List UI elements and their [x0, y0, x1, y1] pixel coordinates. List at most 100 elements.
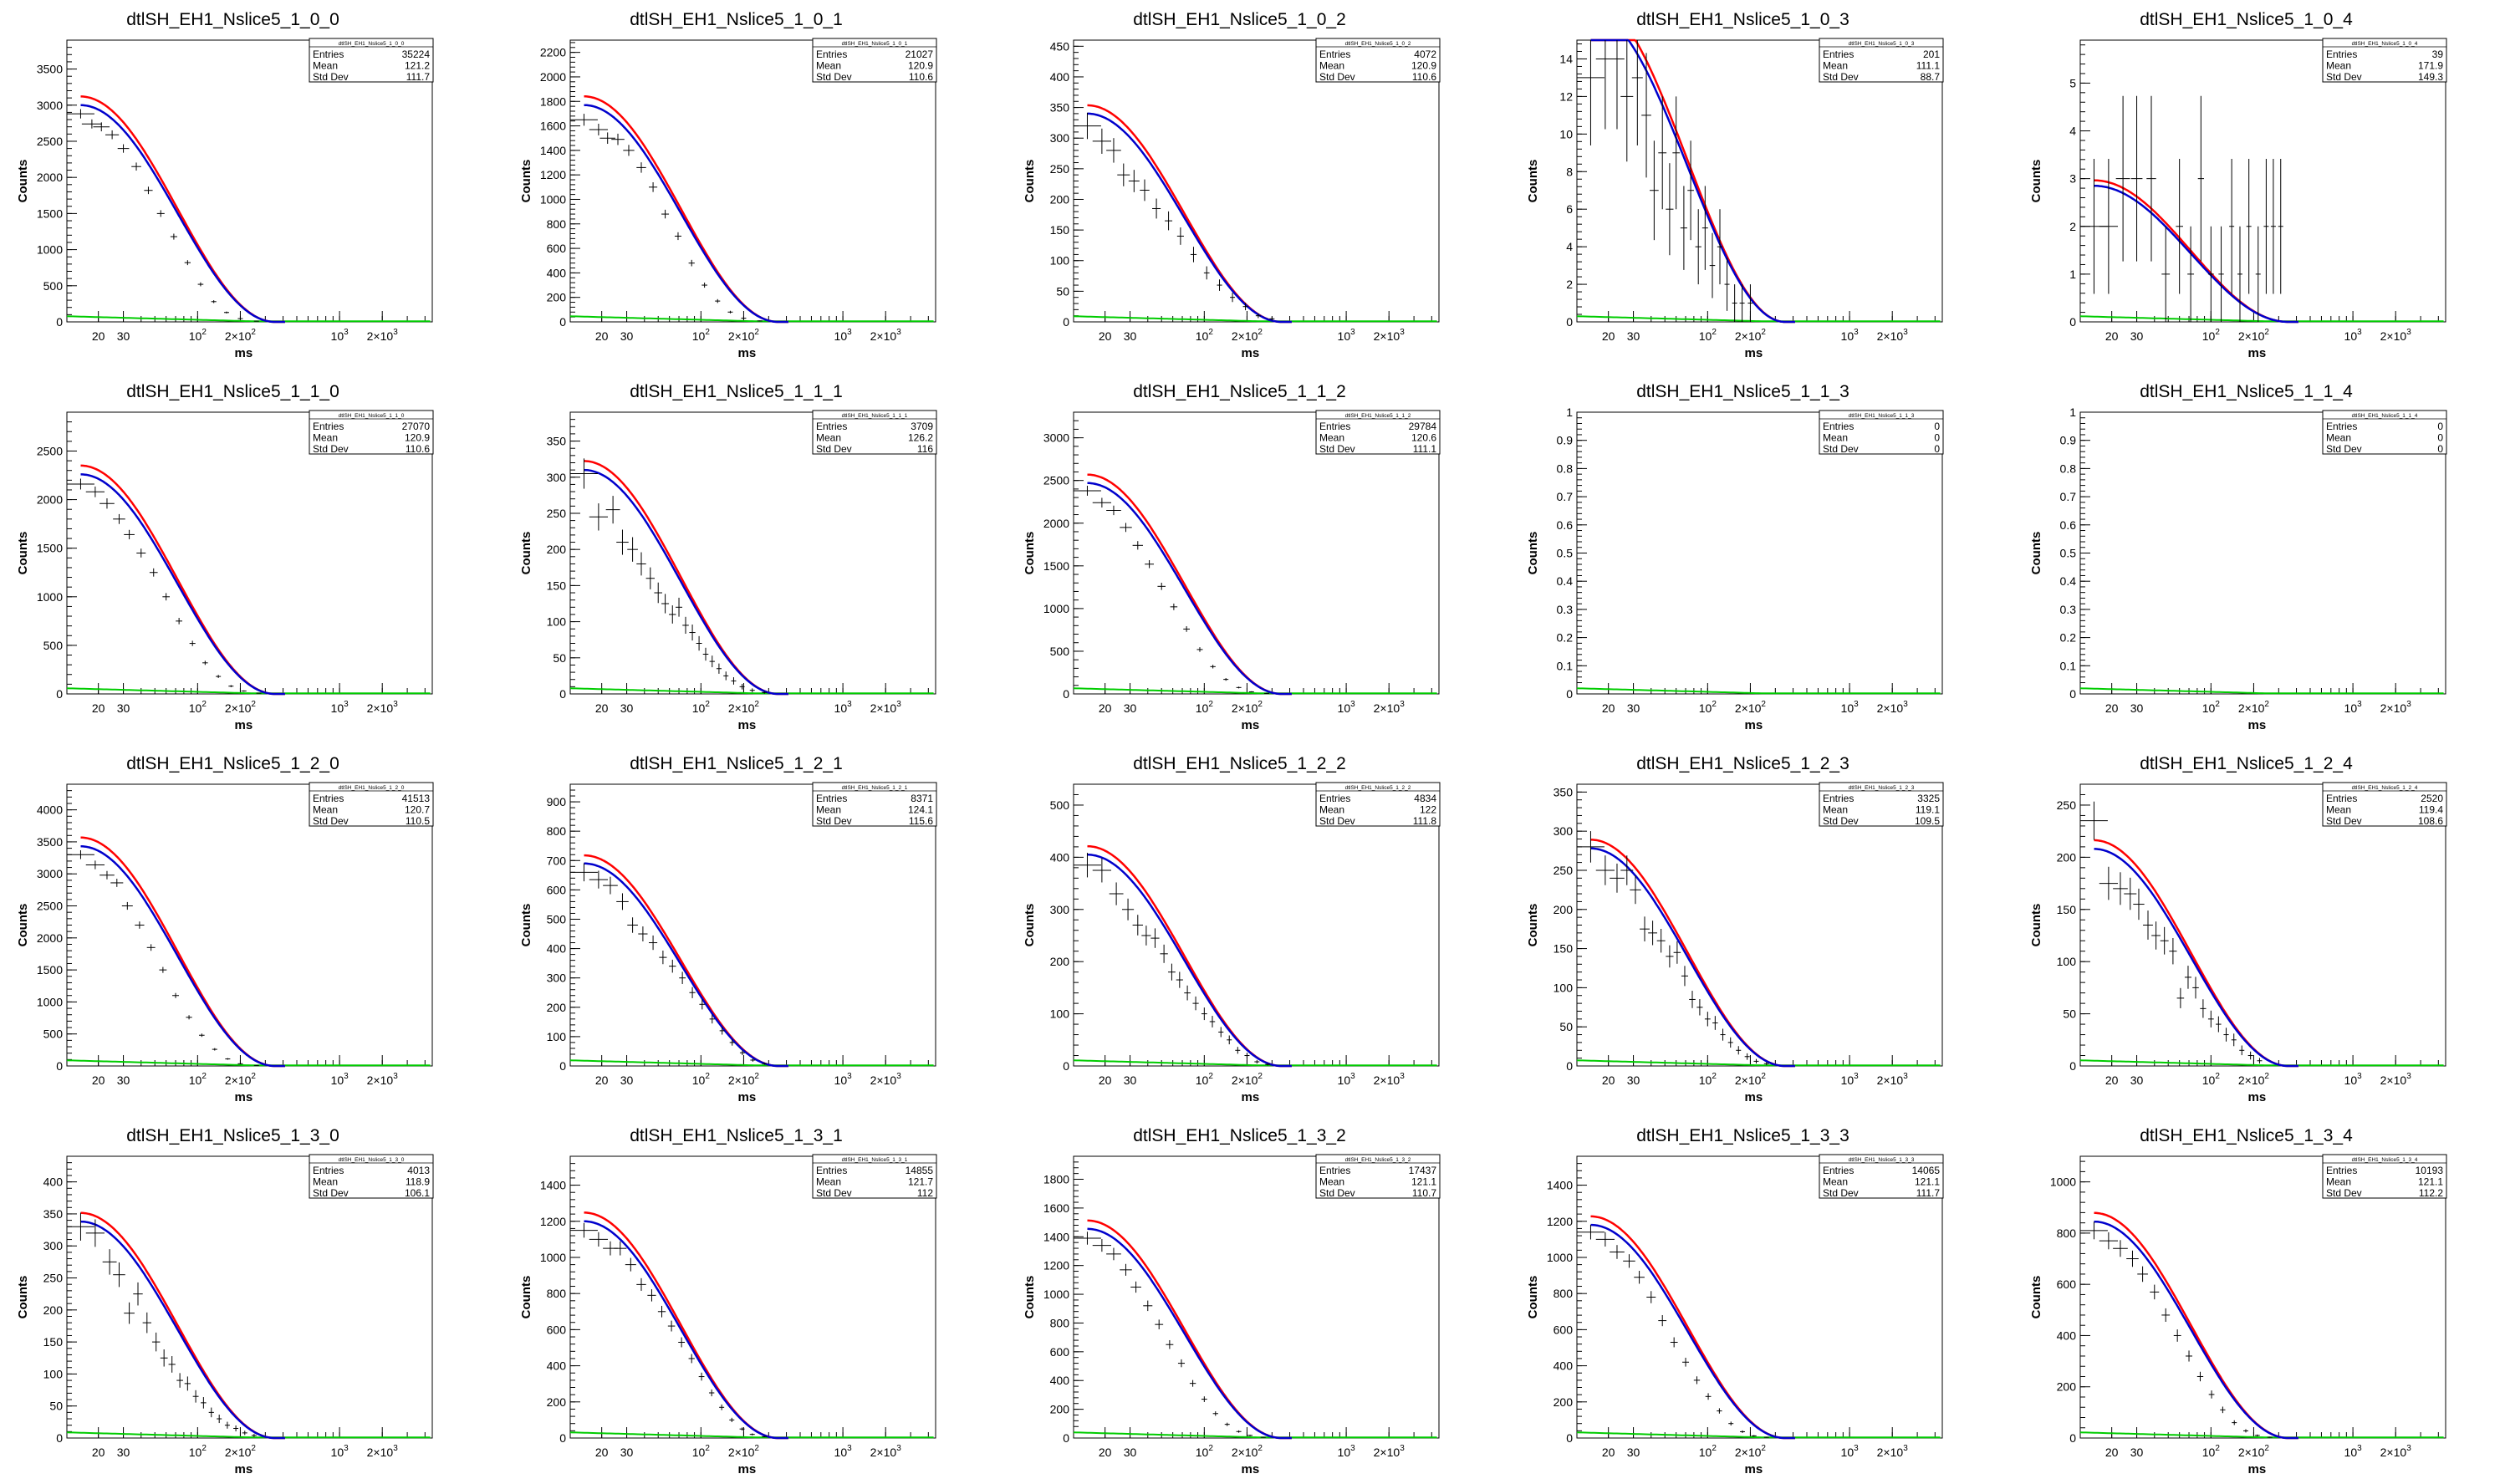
data-point — [184, 260, 191, 266]
data-point — [237, 1063, 243, 1064]
y-axis-label: Counts — [1023, 160, 1037, 203]
fit-curve-blue — [1087, 482, 1292, 696]
y-tick-label: 1500 — [1043, 559, 1069, 573]
data-point — [237, 318, 243, 319]
data-point — [729, 1039, 735, 1046]
exponent: 3 — [1903, 1072, 1908, 1081]
y-tick-label: 1800 — [1043, 1173, 1069, 1186]
y-axis-label: Counts — [519, 532, 533, 575]
data-point — [731, 677, 737, 685]
y-tick-label: 100 — [547, 615, 567, 629]
data-point — [2207, 226, 2214, 322]
data-point — [2270, 158, 2276, 294]
y-tick-label: 0.7 — [1557, 490, 1574, 503]
data-point — [2173, 1329, 2181, 1342]
x-tick-label: 102 — [692, 1072, 711, 1087]
histogram-panel: dtlSH_EH1_Nslice5_1_1_4 0 0.1 0.2 0.3 0.4 0.5 0… — [2013, 372, 2505, 740]
y-tick-label: 0.4 — [2060, 574, 2077, 588]
stats-value: 0 — [1934, 432, 1940, 444]
stats-value: 111.7 — [406, 71, 431, 83]
data-point — [85, 486, 105, 497]
x-tick-label: 20 — [92, 329, 105, 343]
data-point — [1687, 140, 1694, 241]
x-tick-label: 2×103 — [1374, 700, 1406, 715]
stats-value: 39 — [2432, 48, 2444, 60]
stats-box: dtlSH_EH1_Nslice5_1_3_1 Entries 14855 Mean 1… — [812, 1154, 937, 1199]
histogram-plot: dtlSH_EH1_Nslice5_1_0_0 0 500 1000 1500 2000 2… — [16, 10, 434, 360]
data-point — [1695, 209, 1701, 285]
data-point — [625, 1257, 636, 1272]
y-tick-label: 350 — [547, 435, 567, 448]
fit-curve-green — [66, 687, 431, 695]
data-point — [1263, 692, 1269, 694]
fit-curve-red — [80, 836, 285, 1068]
data-point — [661, 209, 670, 219]
stats-label: Mean — [313, 1176, 338, 1188]
data-point — [1140, 179, 1150, 201]
y-tick-label: 3 — [2069, 172, 2076, 186]
exponent: 3 — [2357, 328, 2362, 337]
data-point — [669, 959, 676, 973]
y-tick-label: 0 — [1566, 687, 1573, 701]
x-axis-label: ms — [2247, 1090, 2266, 1104]
stats-label: Mean — [1823, 1176, 1848, 1188]
y-tick-label: 800 — [2057, 1226, 2077, 1240]
data-point — [2232, 1420, 2237, 1425]
fit-curve-green — [2079, 1059, 2444, 1067]
data-point — [2200, 999, 2207, 1018]
data-point — [1717, 209, 1723, 285]
data-point — [678, 1337, 686, 1348]
data-point — [1595, 1232, 1615, 1247]
y-tick-label: 0.5 — [2060, 547, 2077, 560]
stats-label: Std Dev — [1823, 1187, 1859, 1199]
x-tick-label: 2×102 — [2238, 328, 2270, 343]
x-tick-label: 20 — [2105, 1073, 2119, 1087]
x-tick-label: 102 — [2202, 1072, 2221, 1087]
y-tick-label: 1000 — [1043, 602, 1069, 615]
data-point — [151, 1332, 161, 1352]
stats-box: dtlSH_EH1_Nslice5_1_1_0 Entries 27070 Mean 1… — [309, 410, 434, 455]
x-tick-label: 103 — [2344, 700, 2363, 715]
y-tick-label: 1000 — [1043, 1288, 1069, 1301]
y-tick-label: 0.1 — [1557, 659, 1574, 672]
data-point — [1620, 855, 1634, 885]
data-point — [189, 640, 196, 646]
exponent: 2 — [754, 328, 759, 337]
exponent: 2 — [1761, 1444, 1766, 1453]
data-point — [1576, 831, 1605, 863]
y-tick-label: 1200 — [1547, 1215, 1573, 1228]
stats-label: Mean — [816, 1176, 841, 1188]
data-point — [1610, 863, 1625, 893]
x-tick-label: 20 — [1602, 1073, 1615, 1087]
data-point — [1122, 898, 1135, 920]
plot-frame — [569, 39, 936, 323]
y-tick-label: 0.2 — [2060, 631, 2077, 645]
fit-curve-red — [584, 1211, 788, 1440]
x-tick-label: 102 — [1196, 1444, 1214, 1459]
data-point — [1236, 1430, 1242, 1433]
stats-label: Entries — [816, 421, 847, 432]
exponent: 2 — [1258, 328, 1263, 337]
histogram-panel: dtlSH_EH1_Nslice5_1_3_4 0 200 400 600 800 1000… — [2013, 1116, 2505, 1484]
data-point — [110, 879, 124, 887]
y-tick-label: 0 — [56, 1431, 63, 1445]
data-point — [1073, 112, 1101, 140]
data-point — [1260, 1436, 1266, 1438]
chart-title: dtlSH_EH1_Nslice5_1_0_1 — [630, 10, 843, 29]
data-point — [569, 458, 598, 489]
x-axis-label: ms — [234, 1090, 253, 1104]
data-point — [2161, 226, 2171, 322]
fit-curve-blue — [584, 1220, 788, 1440]
x-tick-label: 2×102 — [728, 700, 760, 715]
data-point — [2184, 966, 2191, 989]
y-tick-label: 200 — [2057, 1380, 2077, 1394]
data-point — [212, 1048, 217, 1051]
y-tick-label: 200 — [547, 1001, 567, 1014]
histogram-plot: dtlSH_EH1_Nslice5_1_2_4 0 50 100 150 200 250 20… — [2029, 754, 2447, 1104]
x-tick-label: 30 — [117, 701, 130, 715]
exponent: 2 — [705, 328, 710, 337]
stats-box: dtlSH_EH1_Nslice5_1_1_4 Entries 0 Mean 0 Std … — [2322, 410, 2447, 455]
data-point — [2239, 1045, 2245, 1056]
y-tick-label: 1 — [2069, 268, 2076, 281]
exponent: 2 — [251, 328, 256, 337]
